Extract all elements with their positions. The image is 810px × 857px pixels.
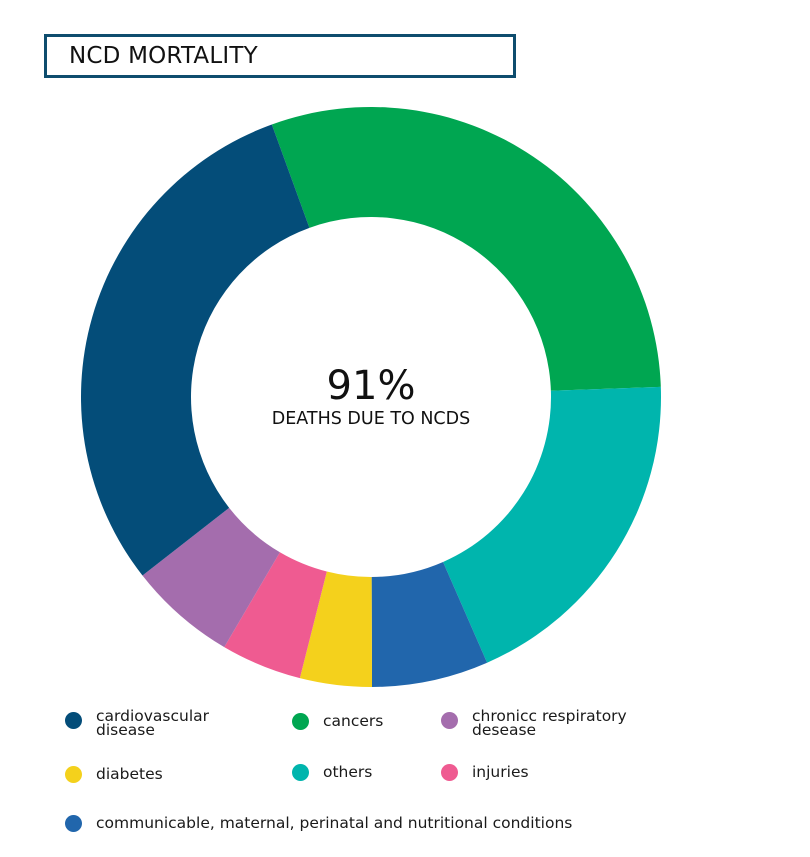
chart-title: NCD MORTALITY (69, 43, 258, 69)
legend-item-diabetes: diabetes (65, 763, 163, 784)
legend-dot-cardiovascular (65, 712, 82, 729)
legend-item-injuries: injuries (441, 761, 529, 782)
legend-label-respiratory: chronicc respiratory desease (472, 707, 627, 739)
slice-cancers (271, 106, 661, 391)
slice-cardiovascular (81, 124, 310, 576)
slice-respiratory (142, 507, 280, 648)
legend-label-cardiovascular: cardiovascular disease (96, 707, 210, 739)
slice-communicable (371, 561, 488, 687)
legend-item-others: others (292, 761, 372, 782)
legend-item-communicable: communicable, maternal, perinatal and nu… (65, 812, 572, 833)
legend-dot-others (292, 764, 309, 781)
slice-diabetes (299, 571, 373, 687)
legend-dot-respiratory (441, 712, 458, 729)
center-label: DEATHS DUE TO NCDS (272, 409, 471, 429)
legend-label-diabetes: diabetes (96, 765, 163, 783)
center-percentage: 91% (327, 363, 416, 409)
slice-injuries (224, 552, 327, 679)
legend-item-respiratory: chronicc respiratory desease (441, 707, 627, 739)
legend-label-injuries: injuries (472, 763, 529, 781)
legend-dot-cancers (292, 713, 309, 730)
slice-others (443, 386, 661, 663)
legend-label-cancers: cancers (323, 712, 384, 730)
donut-slices (81, 106, 661, 687)
legend-dot-diabetes (65, 766, 82, 783)
legend-item-cancers: cancers (292, 710, 383, 731)
legend-label-communicable: communicable, maternal, perinatal and nu… (96, 814, 573, 832)
legend-item-cardiovascular: cardiovascular disease (65, 707, 210, 739)
legend-label-others: others (323, 763, 373, 781)
legend-dot-injuries (441, 764, 458, 781)
chart-title-box: NCD MORTALITY (44, 34, 516, 78)
legend-dot-communicable (65, 815, 82, 832)
